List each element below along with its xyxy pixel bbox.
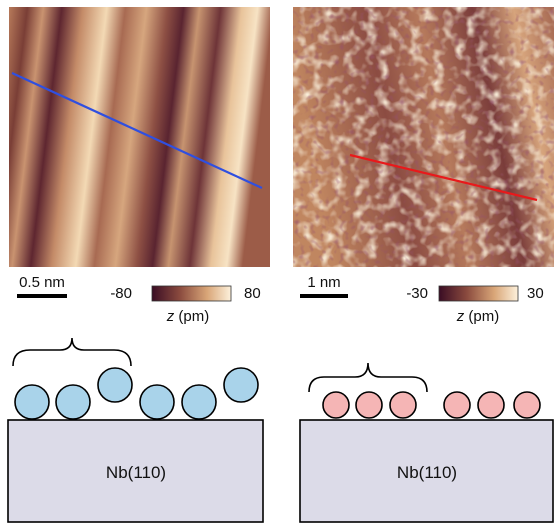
colorbar-min: -80 (110, 285, 132, 302)
colorbar (152, 286, 231, 301)
colorbar-min: -30 (406, 285, 428, 302)
colorbar-symbol: z (166, 308, 175, 325)
scale-bar (300, 294, 348, 298)
stm-image-right (293, 7, 554, 267)
schematic-right (300, 363, 553, 522)
colorbar-label: z (pm) (456, 308, 500, 325)
schematic-left (8, 338, 263, 522)
colorbar-max: 80 (244, 285, 261, 302)
scale-right: 1 nm -30 30 z (pm) (300, 274, 544, 325)
scale-bar-label: 1 nm (307, 274, 340, 291)
substrate-label: Nb(110) (397, 463, 457, 482)
colorbar-unit: (pm) (468, 308, 499, 325)
colorbar-label: z (pm) (166, 308, 210, 325)
figure: 0.5 nm -80 80 z (pm) 1 nm -30 30 z (pm) … (0, 0, 554, 523)
colorbar-unit: (pm) (178, 308, 209, 325)
scale-left: 0.5 nm -80 80 z (pm) (17, 274, 261, 325)
substrate-label: Nb(110) (106, 463, 166, 482)
colorbar (439, 286, 518, 301)
scale-bar (17, 294, 67, 298)
stm-image-left (9, 7, 270, 267)
colorbar-symbol: z (456, 308, 465, 325)
colorbar-max: 30 (527, 285, 544, 302)
scale-bar-label: 0.5 nm (19, 274, 65, 291)
